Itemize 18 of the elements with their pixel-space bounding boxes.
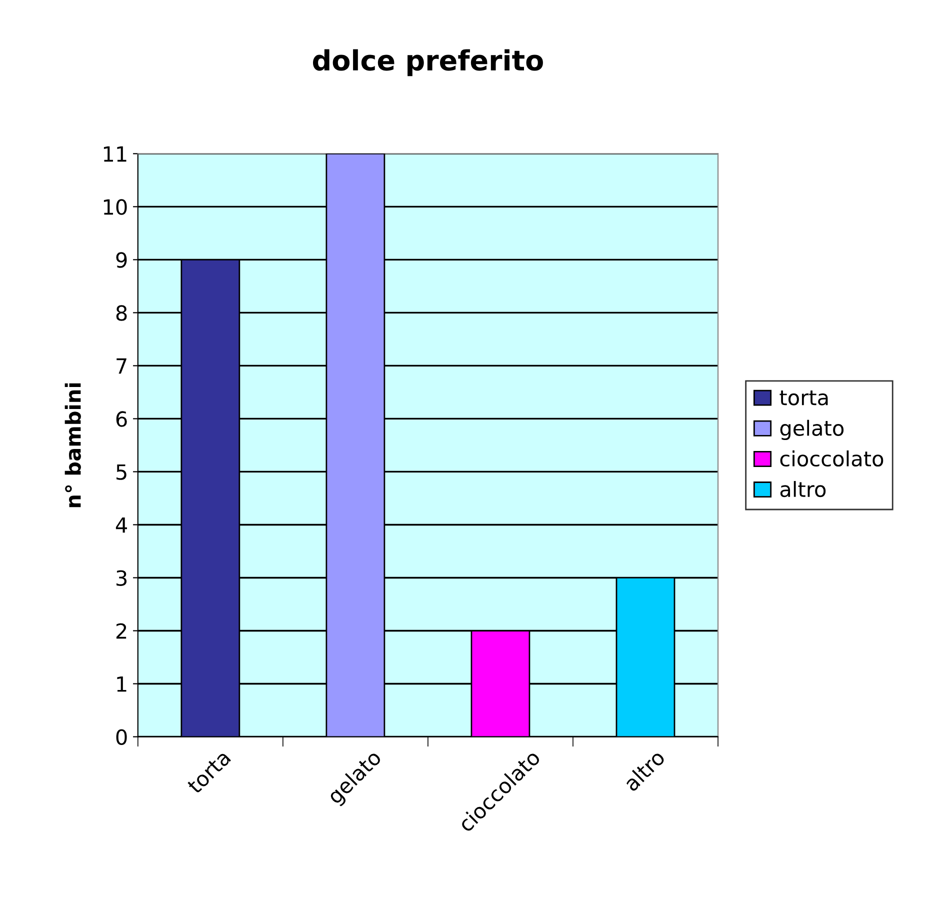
- y-tick-label: 0: [116, 729, 127, 745]
- y-tick-label: 5: [116, 464, 126, 480]
- y-tick-label: 11: [104, 146, 126, 162]
- y-tick-label: 2: [116, 623, 126, 639]
- y-tick-label: 4: [116, 517, 128, 533]
- y-tick-label: 6: [116, 411, 127, 427]
- y-tick-label: 8: [116, 305, 127, 321]
- legend-label: cioccolato: [780, 450, 884, 467]
- legend-label: gelato: [780, 420, 844, 440]
- y-tick-label: 3: [116, 570, 127, 586]
- legend-label: torta: [780, 390, 828, 406]
- y-axis-title: n° bambini: [64, 383, 81, 508]
- y-tick-label: 9: [116, 252, 127, 268]
- y-tick-label: 1: [117, 676, 126, 692]
- y-tick-label: 10: [104, 199, 127, 215]
- y-tick-label: 7: [116, 358, 126, 374]
- chart-title: dolce preferito: [313, 49, 543, 76]
- legend-label: altro: [780, 481, 826, 498]
